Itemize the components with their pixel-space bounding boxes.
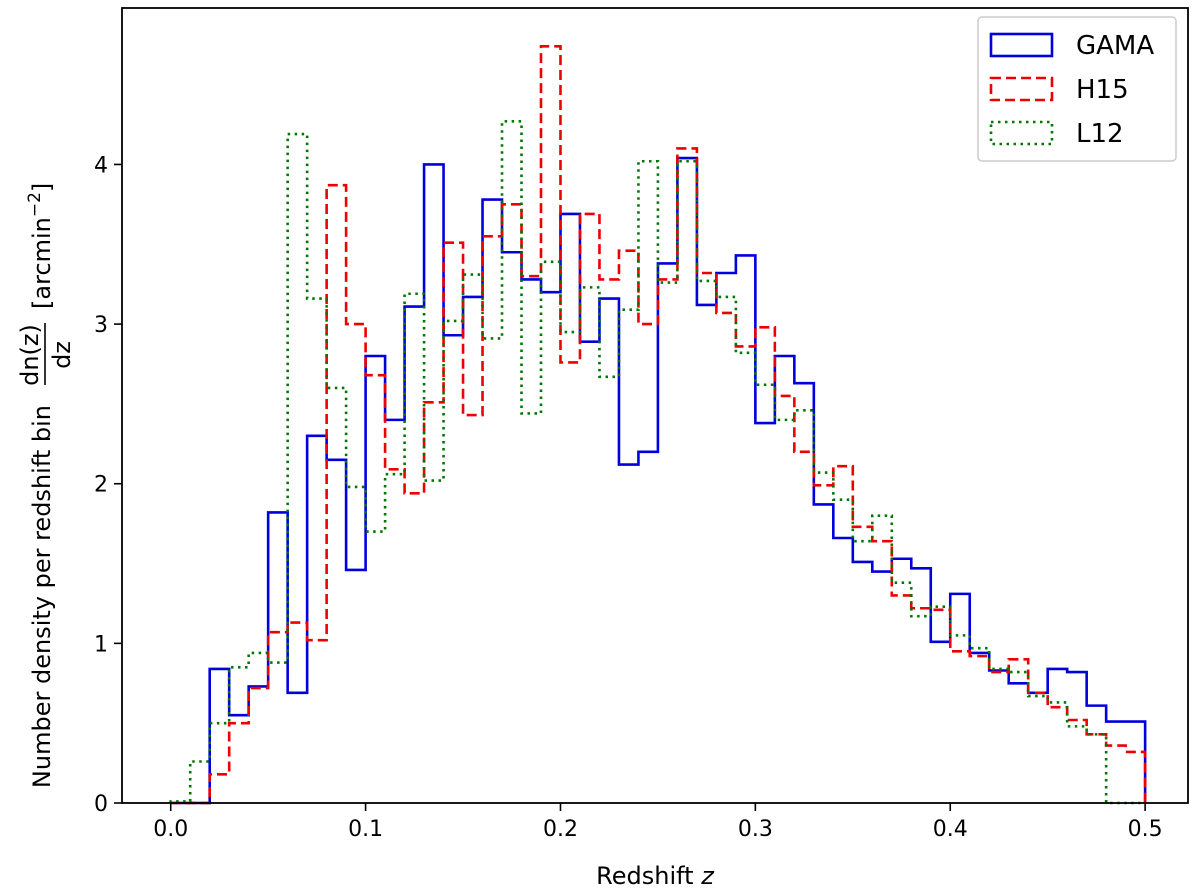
legend-swatch-h15 (989, 76, 1054, 102)
y-axis-label-text: Number density per redshift bin (28, 405, 56, 788)
legend-swatch-gama (989, 32, 1054, 58)
y-tick-label: 3 (94, 313, 108, 338)
series-group (169, 45, 1147, 805)
legend-label-l12: L12 (1076, 119, 1124, 149)
y-axis-ticks: 0 1 2 3 4 (94, 153, 122, 817)
legend: GAMA H15 L12 (977, 16, 1177, 162)
x-axis-ticks: 0.0 0.1 0.2 0.3 0.4 0.5 (153, 803, 1163, 842)
y-tick-label: 0 (94, 792, 108, 817)
x-tick-label: 0.5 (1128, 817, 1163, 842)
y-tick-label: 4 (94, 153, 108, 178)
legend-label-h15: H15 (1076, 75, 1129, 105)
x-tick-label: 0.0 (153, 817, 188, 842)
y-tick-label: 1 (94, 632, 108, 657)
x-tick-label: 0.4 (933, 817, 968, 842)
legend-box (977, 16, 1177, 162)
legend-label-gama: GAMA (1076, 31, 1154, 61)
y-tick-label: 2 (94, 473, 108, 498)
x-tick-label: 0.1 (348, 817, 383, 842)
x-tick-label: 0.2 (543, 817, 578, 842)
series-line-h15 (170, 45, 1147, 805)
y-axis-label-unit: [arcmin−2] (25, 183, 56, 309)
y-axis-label: Number density per redshift bin dn(z) dz… (16, 183, 76, 788)
x-axis-label: Redshift z (596, 862, 715, 890)
plot-area-frame (121, 7, 1189, 804)
series-line-gama (170, 156, 1147, 805)
y-axis-label-denominator: dz (48, 341, 76, 369)
y-axis-label-numerator: dn(z) (16, 324, 44, 386)
legend-swatch-l12 (989, 120, 1054, 146)
x-tick-label: 0.3 (738, 817, 773, 842)
